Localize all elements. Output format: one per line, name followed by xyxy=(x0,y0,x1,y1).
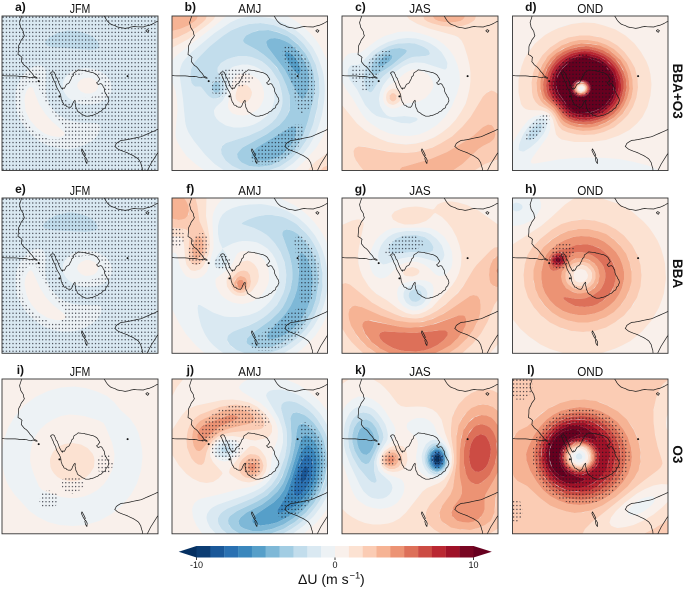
svg-text:BBA+O3: BBA+O3 xyxy=(670,64,685,120)
svg-text:OND: OND xyxy=(577,365,603,379)
svg-text:l): l) xyxy=(527,363,534,377)
svg-text:JFM: JFM xyxy=(70,184,91,198)
svg-text:d): d) xyxy=(525,0,536,14)
svg-text:JAS: JAS xyxy=(409,2,431,16)
svg-text:OND: OND xyxy=(577,184,603,198)
svg-text:AMJ: AMJ xyxy=(238,2,261,16)
svg-text:JFM: JFM xyxy=(70,365,91,379)
svg-text:j): j) xyxy=(186,363,194,377)
svg-text:b): b) xyxy=(185,0,196,14)
svg-text:JAS: JAS xyxy=(409,365,431,379)
svg-text:a): a) xyxy=(15,0,26,14)
svg-text:c): c) xyxy=(355,0,366,14)
svg-text:ΔU (m s: ΔU (m s xyxy=(298,571,349,587)
svg-text:-10: -10 xyxy=(190,560,203,570)
svg-text:O3: O3 xyxy=(670,445,685,464)
svg-text:k): k) xyxy=(355,363,366,377)
svg-text:JFM: JFM xyxy=(70,2,91,16)
svg-text:OND: OND xyxy=(577,2,603,16)
svg-text:f): f) xyxy=(186,182,194,196)
svg-text:g): g) xyxy=(355,182,366,196)
svg-text:AMJ: AMJ xyxy=(238,184,261,198)
svg-text:h): h) xyxy=(525,182,536,196)
svg-text:AMJ: AMJ xyxy=(238,365,261,379)
svg-text:10: 10 xyxy=(468,560,478,570)
svg-text:JAS: JAS xyxy=(409,184,431,198)
svg-text:−1: −1 xyxy=(350,571,361,582)
svg-text:): ) xyxy=(360,571,365,587)
svg-text:e): e) xyxy=(15,182,26,196)
svg-text:i): i) xyxy=(17,363,24,377)
svg-text:BBA: BBA xyxy=(670,259,685,288)
svg-text:0: 0 xyxy=(332,560,337,570)
